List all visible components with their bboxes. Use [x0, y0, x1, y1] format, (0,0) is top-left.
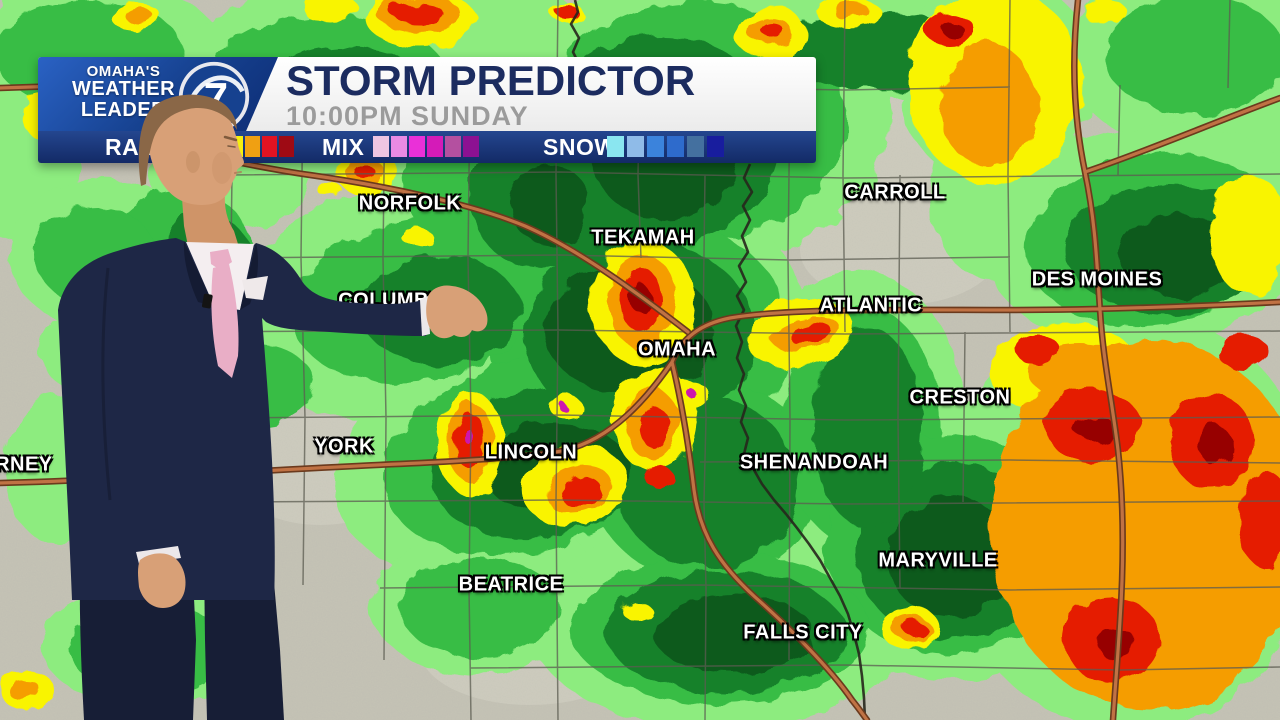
legend-swatch [627, 136, 644, 157]
legend-swatch [194, 136, 209, 157]
banner-forecast-time: 10:00PM SUNDAY [286, 101, 529, 131]
legend-rain-swatches [177, 136, 294, 157]
station-tagline-line3: LEADER [80, 98, 167, 121]
legend-swatch [373, 136, 389, 157]
legend-swatch [245, 136, 260, 157]
legend-swatch [445, 136, 461, 157]
banner-title: STORM PREDICTOR [286, 57, 696, 104]
banner-title-bar: OMAHA'S WEATHER LEADER 7 STORM PREDICTOR… [38, 57, 816, 133]
ketv-channel-7-logo: 7 [178, 61, 250, 133]
legend-swatch [177, 136, 192, 157]
legend-swatch [427, 136, 443, 157]
station-tagline-line2: WEATHER [71, 78, 176, 101]
legend-swatch [647, 136, 664, 157]
station-tagline: OMAHA'S WEATHER LEADER [56, 64, 191, 120]
legend-swatch [262, 136, 277, 157]
legend-swatch [391, 136, 407, 157]
legend-mix-swatches [373, 136, 479, 157]
banner-title-group: STORM PREDICTOR 10:00PM SUNDAY [286, 59, 811, 130]
legend-swatch [607, 136, 624, 157]
legend-swatch [228, 136, 243, 157]
legend-swatch [409, 136, 425, 157]
legend-mix-label: MIX [322, 134, 365, 160]
precip-type-legend: RAIN MIX SNOW [38, 131, 816, 163]
legend-rain-label: RAIN [105, 134, 164, 160]
legend-snow-swatches [607, 136, 724, 157]
legend-swatch [667, 136, 684, 157]
legend-swatch [279, 136, 294, 157]
legend-swatch [687, 136, 704, 157]
legend-swatch [211, 136, 226, 157]
legend-swatch [707, 136, 724, 157]
legend-swatch [463, 136, 479, 157]
legend-snow-label: SNOW [543, 134, 617, 160]
station-tagline-line1: OMAHA'S [86, 63, 161, 80]
storm-predictor-banner: OMAHA'S WEATHER LEADER 7 STORM PREDICTOR… [38, 57, 816, 163]
missouri-river [569, 0, 867, 720]
logo-number: 7 [204, 74, 228, 123]
